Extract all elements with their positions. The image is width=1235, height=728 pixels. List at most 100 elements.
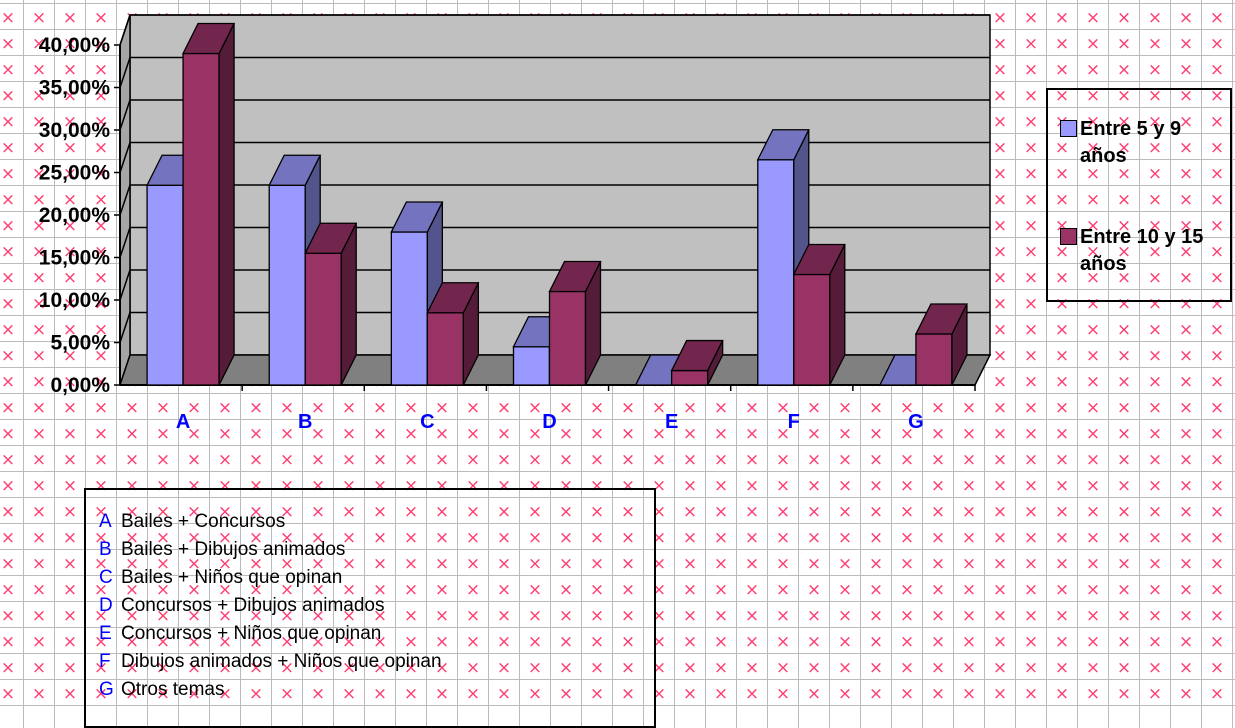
svg-text:×: × bbox=[311, 450, 325, 470]
svg-text:×: × bbox=[249, 684, 263, 704]
svg-text:×: × bbox=[776, 606, 790, 626]
svg-text:×: × bbox=[32, 502, 46, 522]
y-tick-label: 10,00% bbox=[39, 289, 111, 312]
svg-text:×: × bbox=[1086, 632, 1100, 652]
svg-text:×: × bbox=[466, 528, 480, 548]
svg-text:×: × bbox=[404, 606, 418, 626]
svg-text:×: × bbox=[1148, 450, 1162, 470]
svg-text:×: × bbox=[993, 710, 1007, 715]
svg-text:×: × bbox=[94, 450, 108, 470]
svg-text:×: × bbox=[187, 450, 201, 470]
svg-text:×: × bbox=[249, 710, 263, 715]
svg-text:×: × bbox=[528, 554, 542, 574]
svg-text:×: × bbox=[218, 424, 232, 444]
svg-text:×: × bbox=[621, 424, 635, 444]
svg-text:×: × bbox=[807, 632, 821, 652]
svg-text:×: × bbox=[1179, 606, 1193, 626]
svg-text:×: × bbox=[32, 242, 46, 262]
svg-text:×: × bbox=[404, 450, 418, 470]
svg-text:×: × bbox=[404, 424, 418, 444]
category-key-item: E Concursos + Niños que opinan bbox=[99, 622, 381, 646]
svg-text:×: × bbox=[32, 606, 46, 626]
svg-text:×: × bbox=[993, 580, 1007, 600]
svg-text:×: × bbox=[1117, 268, 1131, 288]
bar bbox=[914, 303, 968, 386]
svg-text:×: × bbox=[249, 450, 263, 470]
svg-text:×: × bbox=[559, 476, 573, 496]
svg-text:×: × bbox=[435, 424, 449, 444]
svg-text:×: × bbox=[1210, 346, 1224, 366]
gridline bbox=[119, 56, 990, 88]
svg-text:×: × bbox=[993, 294, 1007, 314]
svg-text:×: × bbox=[1055, 528, 1069, 548]
x-tick-label: F bbox=[788, 411, 800, 433]
svg-text:×: × bbox=[1179, 424, 1193, 444]
svg-text:×: × bbox=[1055, 476, 1069, 496]
svg-text:×: × bbox=[466, 398, 480, 418]
svg-text:×: × bbox=[63, 632, 77, 652]
svg-text:×: × bbox=[993, 606, 1007, 626]
svg-text:×: × bbox=[1179, 60, 1193, 80]
category-label: Bailes + Dibujos animados bbox=[121, 539, 346, 560]
svg-text:×: × bbox=[621, 580, 635, 600]
svg-text:×: × bbox=[776, 658, 790, 678]
svg-text:×: × bbox=[1, 242, 15, 262]
svg-text:×: × bbox=[528, 606, 542, 626]
svg-text:×: × bbox=[1024, 294, 1038, 314]
svg-text:×: × bbox=[1, 450, 15, 470]
svg-text:×: × bbox=[1, 580, 15, 600]
svg-text:×: × bbox=[528, 502, 542, 522]
svg-text:×: × bbox=[621, 684, 635, 704]
svg-text:×: × bbox=[466, 632, 480, 652]
svg-text:×: × bbox=[590, 502, 604, 522]
svg-text:×: × bbox=[32, 216, 46, 236]
svg-text:×: × bbox=[94, 554, 108, 574]
bar bbox=[426, 282, 480, 386]
svg-text:×: × bbox=[590, 710, 604, 715]
svg-text:×: × bbox=[435, 450, 449, 470]
svg-text:×: × bbox=[1055, 138, 1069, 158]
svg-text:×: × bbox=[1179, 554, 1193, 574]
svg-text:×: × bbox=[466, 502, 480, 522]
svg-text:×: × bbox=[497, 424, 511, 444]
svg-text:×: × bbox=[683, 502, 697, 522]
svg-text:×: × bbox=[993, 138, 1007, 158]
svg-text:×: × bbox=[187, 554, 201, 574]
svg-text:×: × bbox=[1086, 476, 1100, 496]
svg-text:×: × bbox=[1117, 450, 1131, 470]
svg-text:×: × bbox=[1179, 502, 1193, 522]
svg-text:×: × bbox=[1210, 190, 1224, 210]
svg-text:×: × bbox=[32, 554, 46, 574]
svg-text:×: × bbox=[435, 398, 449, 418]
svg-text:×: × bbox=[838, 502, 852, 522]
svg-text:×: × bbox=[63, 190, 77, 210]
svg-text:×: × bbox=[993, 632, 1007, 652]
svg-text:×: × bbox=[342, 632, 356, 652]
svg-text:×: × bbox=[528, 580, 542, 600]
svg-text:×: × bbox=[528, 684, 542, 704]
svg-text:×: × bbox=[1055, 554, 1069, 574]
svg-text:×: × bbox=[931, 710, 945, 715]
svg-text:×: × bbox=[528, 528, 542, 548]
svg-text:×: × bbox=[63, 112, 77, 132]
svg-text:×: × bbox=[683, 450, 697, 470]
svg-text:×: × bbox=[94, 502, 108, 522]
svg-text:×: × bbox=[900, 684, 914, 704]
svg-text:×: × bbox=[590, 450, 604, 470]
svg-text:×: × bbox=[1024, 632, 1038, 652]
svg-text:×: × bbox=[1179, 528, 1193, 548]
svg-text:×: × bbox=[1024, 580, 1038, 600]
svg-text:×: × bbox=[249, 424, 263, 444]
svg-text:×: × bbox=[776, 580, 790, 600]
svg-text:×: × bbox=[993, 554, 1007, 574]
svg-text:×: × bbox=[125, 554, 139, 574]
svg-text:×: × bbox=[1086, 112, 1100, 132]
svg-text:×: × bbox=[1086, 710, 1100, 715]
svg-text:×: × bbox=[94, 34, 108, 54]
svg-text:×: × bbox=[497, 502, 511, 522]
svg-text:×: × bbox=[869, 710, 883, 715]
svg-text:×: × bbox=[590, 476, 604, 496]
svg-text:×: × bbox=[280, 450, 294, 470]
svg-text:×: × bbox=[683, 606, 697, 626]
svg-text:×: × bbox=[1, 138, 15, 158]
